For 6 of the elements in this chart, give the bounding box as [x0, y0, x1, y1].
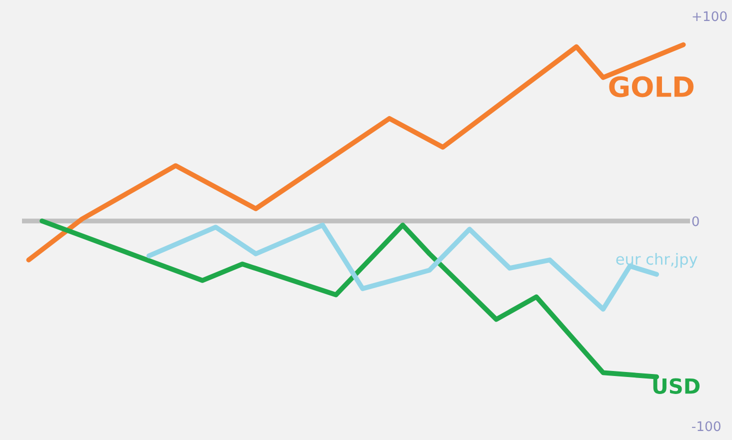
y-tick-label: -100	[692, 421, 720, 432]
series-label: GOLD	[609, 76, 694, 98]
series-label: USD	[653, 378, 700, 394]
series-label: eur chr,jpy	[616, 253, 698, 268]
y-tick-label: +100	[692, 11, 727, 22]
y-tick-label: 0	[692, 216, 699, 226]
